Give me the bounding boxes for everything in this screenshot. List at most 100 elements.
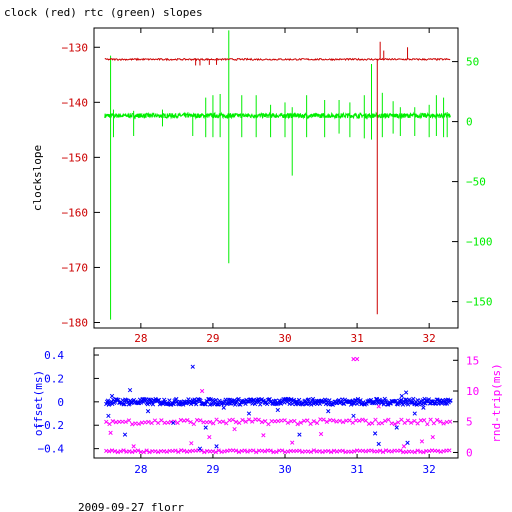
- rnd-trip-point: [412, 418, 417, 424]
- rnd-trip-point: [246, 417, 252, 422]
- rnd-trip-point: [408, 420, 414, 425]
- offset-point: [399, 393, 404, 399]
- rnd-trip-point: [117, 419, 122, 424]
- rnd-trip-point: [141, 449, 146, 455]
- rnd-trip-point: [263, 419, 268, 424]
- rnd-trip-point: [233, 419, 239, 425]
- rnd-trip-point: [173, 448, 178, 453]
- offset-point: [348, 402, 354, 407]
- offset-point: [277, 398, 282, 403]
- rnd-trip-point: [314, 420, 320, 426]
- rnd-trip-point: [175, 420, 180, 425]
- top-left-y-tick-label: −140: [62, 96, 89, 109]
- rnd-trip-point: [230, 417, 235, 422]
- rnd-trip-point: [405, 418, 411, 423]
- rnd-trip-point: [331, 448, 337, 453]
- rnd-trip-point: [261, 433, 266, 438]
- chart-title: clock (red) rtc (green) slopes: [4, 6, 203, 19]
- offset-point: [376, 441, 381, 447]
- rnd-trip-point: [434, 417, 440, 423]
- rnd-trip-point: [308, 449, 314, 455]
- rnd-trip-point: [279, 418, 284, 423]
- top-right-y-tick-label: −150: [466, 296, 493, 309]
- rnd-trip-point: [311, 419, 316, 424]
- offset-point: [373, 397, 379, 402]
- rnd-trip-point: [123, 419, 128, 425]
- rnd-trip-point: [305, 418, 310, 423]
- rnd-trip-point: [168, 419, 174, 425]
- rnd-trip-point: [164, 449, 169, 454]
- rnd-trip-point: [130, 449, 135, 455]
- rnd-trip-point: [207, 434, 212, 440]
- rnd-trip-point: [211, 421, 216, 426]
- bottom-plot-frame: [93, 347, 459, 459]
- rnd-trip-point: [347, 418, 352, 423]
- rnd-trip-point: [198, 418, 203, 423]
- offset-point: [197, 446, 203, 451]
- rnd-trip-point: [240, 417, 245, 423]
- rnd-trip-point: [370, 421, 375, 426]
- rnd-trip-point: [262, 449, 267, 454]
- top-left-y-tick-label: −130: [62, 41, 89, 54]
- offset-point: [303, 401, 309, 407]
- offset-point: [426, 397, 432, 402]
- offset-point: [171, 401, 176, 407]
- offset-point: [221, 405, 226, 410]
- offset-point: [309, 402, 314, 407]
- rnd-trip-point: [191, 421, 196, 427]
- rnd-trip-point: [295, 421, 300, 427]
- rnd-trip-point: [189, 441, 194, 446]
- offset-point: [246, 411, 252, 416]
- rnd-trip-point: [290, 440, 295, 445]
- offset-point: [203, 402, 208, 407]
- rnd-trip-point: [399, 417, 404, 422]
- rnd-trip-point: [380, 449, 386, 455]
- offset-point: [174, 396, 179, 402]
- rnd-trip-point: [412, 449, 417, 455]
- rnd-trip-point: [130, 422, 135, 427]
- rnd-trip-point: [256, 417, 261, 422]
- rnd-trip-point: [444, 419, 449, 425]
- rnd-trip-point: [276, 418, 281, 424]
- rnd-trip-point: [242, 448, 247, 453]
- rnd-trip-point: [415, 448, 420, 453]
- bottom-right-y-tick-label: 5: [466, 416, 473, 429]
- clock-series-line: [104, 57, 451, 62]
- offset-point: [394, 425, 399, 430]
- rnd-trip-point: [165, 420, 171, 425]
- top-plot-frame: [93, 27, 459, 329]
- rnd-trip-point: [201, 420, 206, 425]
- rnd-trip-point: [383, 418, 388, 424]
- rnd-trip-point: [243, 419, 248, 424]
- bottom-left-y-tick-label: 0: [57, 396, 64, 409]
- bottom-right-y-axis-label: rnd-trip(ms): [490, 363, 503, 442]
- rnd-trip-point: [337, 418, 342, 424]
- rnd-trip-point: [207, 419, 213, 425]
- footer-caption: 2009-09-27 florr: [78, 501, 184, 512]
- top-x-tick-label: 29: [206, 332, 219, 345]
- top-x-tick-label: 32: [423, 332, 436, 345]
- rnd-trip-point: [321, 417, 326, 422]
- rnd-trip-point: [421, 450, 426, 455]
- rnd-trip-point: [210, 449, 216, 454]
- rnd-trip-point: [328, 449, 334, 455]
- rnd-trip-point: [266, 421, 271, 427]
- rnd-trip-point: [415, 421, 420, 426]
- offset-point: [106, 413, 111, 419]
- bottom-x-tick-label: 29: [206, 463, 219, 476]
- top-x-tick-label: 30: [278, 332, 291, 345]
- offset-point: [326, 409, 331, 414]
- offset-point: [434, 397, 439, 402]
- top-right-y-tick-label: 0: [466, 116, 473, 129]
- rnd-trip-point: [308, 421, 313, 426]
- rnd-trip-point: [363, 418, 368, 423]
- rnd-trip-point: [285, 420, 291, 425]
- rnd-trip-point: [268, 448, 273, 453]
- offset-point: [109, 393, 115, 399]
- rnd-trip-point: [376, 404, 381, 409]
- rnd-trip-point: [376, 421, 381, 426]
- rnd-trip-point: [253, 417, 258, 422]
- rnd-trip-point: [115, 449, 120, 455]
- offset-point: [403, 390, 409, 395]
- top-left-y-tick-label: −180: [62, 316, 89, 329]
